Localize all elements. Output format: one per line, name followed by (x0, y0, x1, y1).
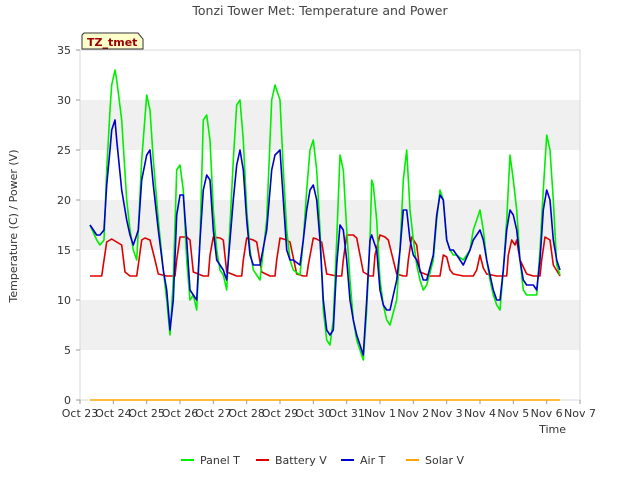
x-tick-label: Oct 27 (195, 407, 232, 420)
y-tick-label: 30 (57, 94, 71, 107)
grid-band (80, 350, 580, 400)
x-tick-label: Nov 6 (531, 407, 563, 420)
y-axis-label: Temperature (C) / Power (V) (7, 149, 20, 303)
series-line-battery-v (90, 234, 561, 277)
x-tick-label: Oct 31 (328, 407, 365, 420)
y-tick-label: 5 (64, 344, 71, 357)
legend-label-panel-t: Panel T (200, 454, 240, 467)
station-label-box: TZ_tmet (81, 32, 144, 50)
series-lines (89, 69, 561, 401)
y-tick-label: 0 (64, 394, 71, 407)
x-tick-label: Nov 1 (364, 407, 396, 420)
y-tick-label: 25 (57, 144, 71, 157)
x-tick-label: Oct 25 (128, 407, 165, 420)
x-tick-label: Nov 4 (464, 407, 496, 420)
grid-band (80, 150, 580, 200)
x-tick-label: Nov 3 (431, 407, 463, 420)
y-tick-label: 15 (57, 244, 71, 257)
legend-label-air-t: Air T (360, 454, 386, 467)
station-label-shape (81, 32, 144, 50)
legend: Panel T Battery V Air T Solar V (181, 454, 465, 467)
x-tick-label: Nov 5 (497, 407, 529, 420)
x-tick-label: Oct 29 (262, 407, 299, 420)
y-axis: 0 5 10 15 20 25 30 35 (57, 44, 80, 407)
x-tick-label: Oct 28 (228, 407, 265, 420)
grid-band (80, 200, 580, 250)
legend-label-battery-v: Battery V (275, 454, 327, 467)
x-tick-label: Oct 24 (95, 407, 132, 420)
station-label: TZ_tmet (87, 36, 137, 49)
x-tick-label: Nov 2 (397, 407, 429, 420)
legend-label-solar-v: Solar V (425, 454, 465, 467)
grid-bands (80, 50, 580, 400)
chart-title: Tonzi Tower Met: Temperature and Power (191, 3, 448, 18)
x-tick-label: Oct 30 (295, 407, 332, 420)
grid-band (80, 100, 580, 150)
x-tick-label: Oct 23 (62, 407, 99, 420)
x-axis-label: Time (538, 423, 566, 436)
y-tick-label: 10 (57, 294, 71, 307)
series-line-air-t (89, 119, 561, 356)
y-tick-label: 20 (57, 194, 71, 207)
grid-band (80, 50, 580, 100)
y-tick-label: 35 (57, 44, 71, 57)
x-tick-label: Oct 26 (162, 407, 199, 420)
x-tick-label: Nov 7 (564, 407, 596, 420)
